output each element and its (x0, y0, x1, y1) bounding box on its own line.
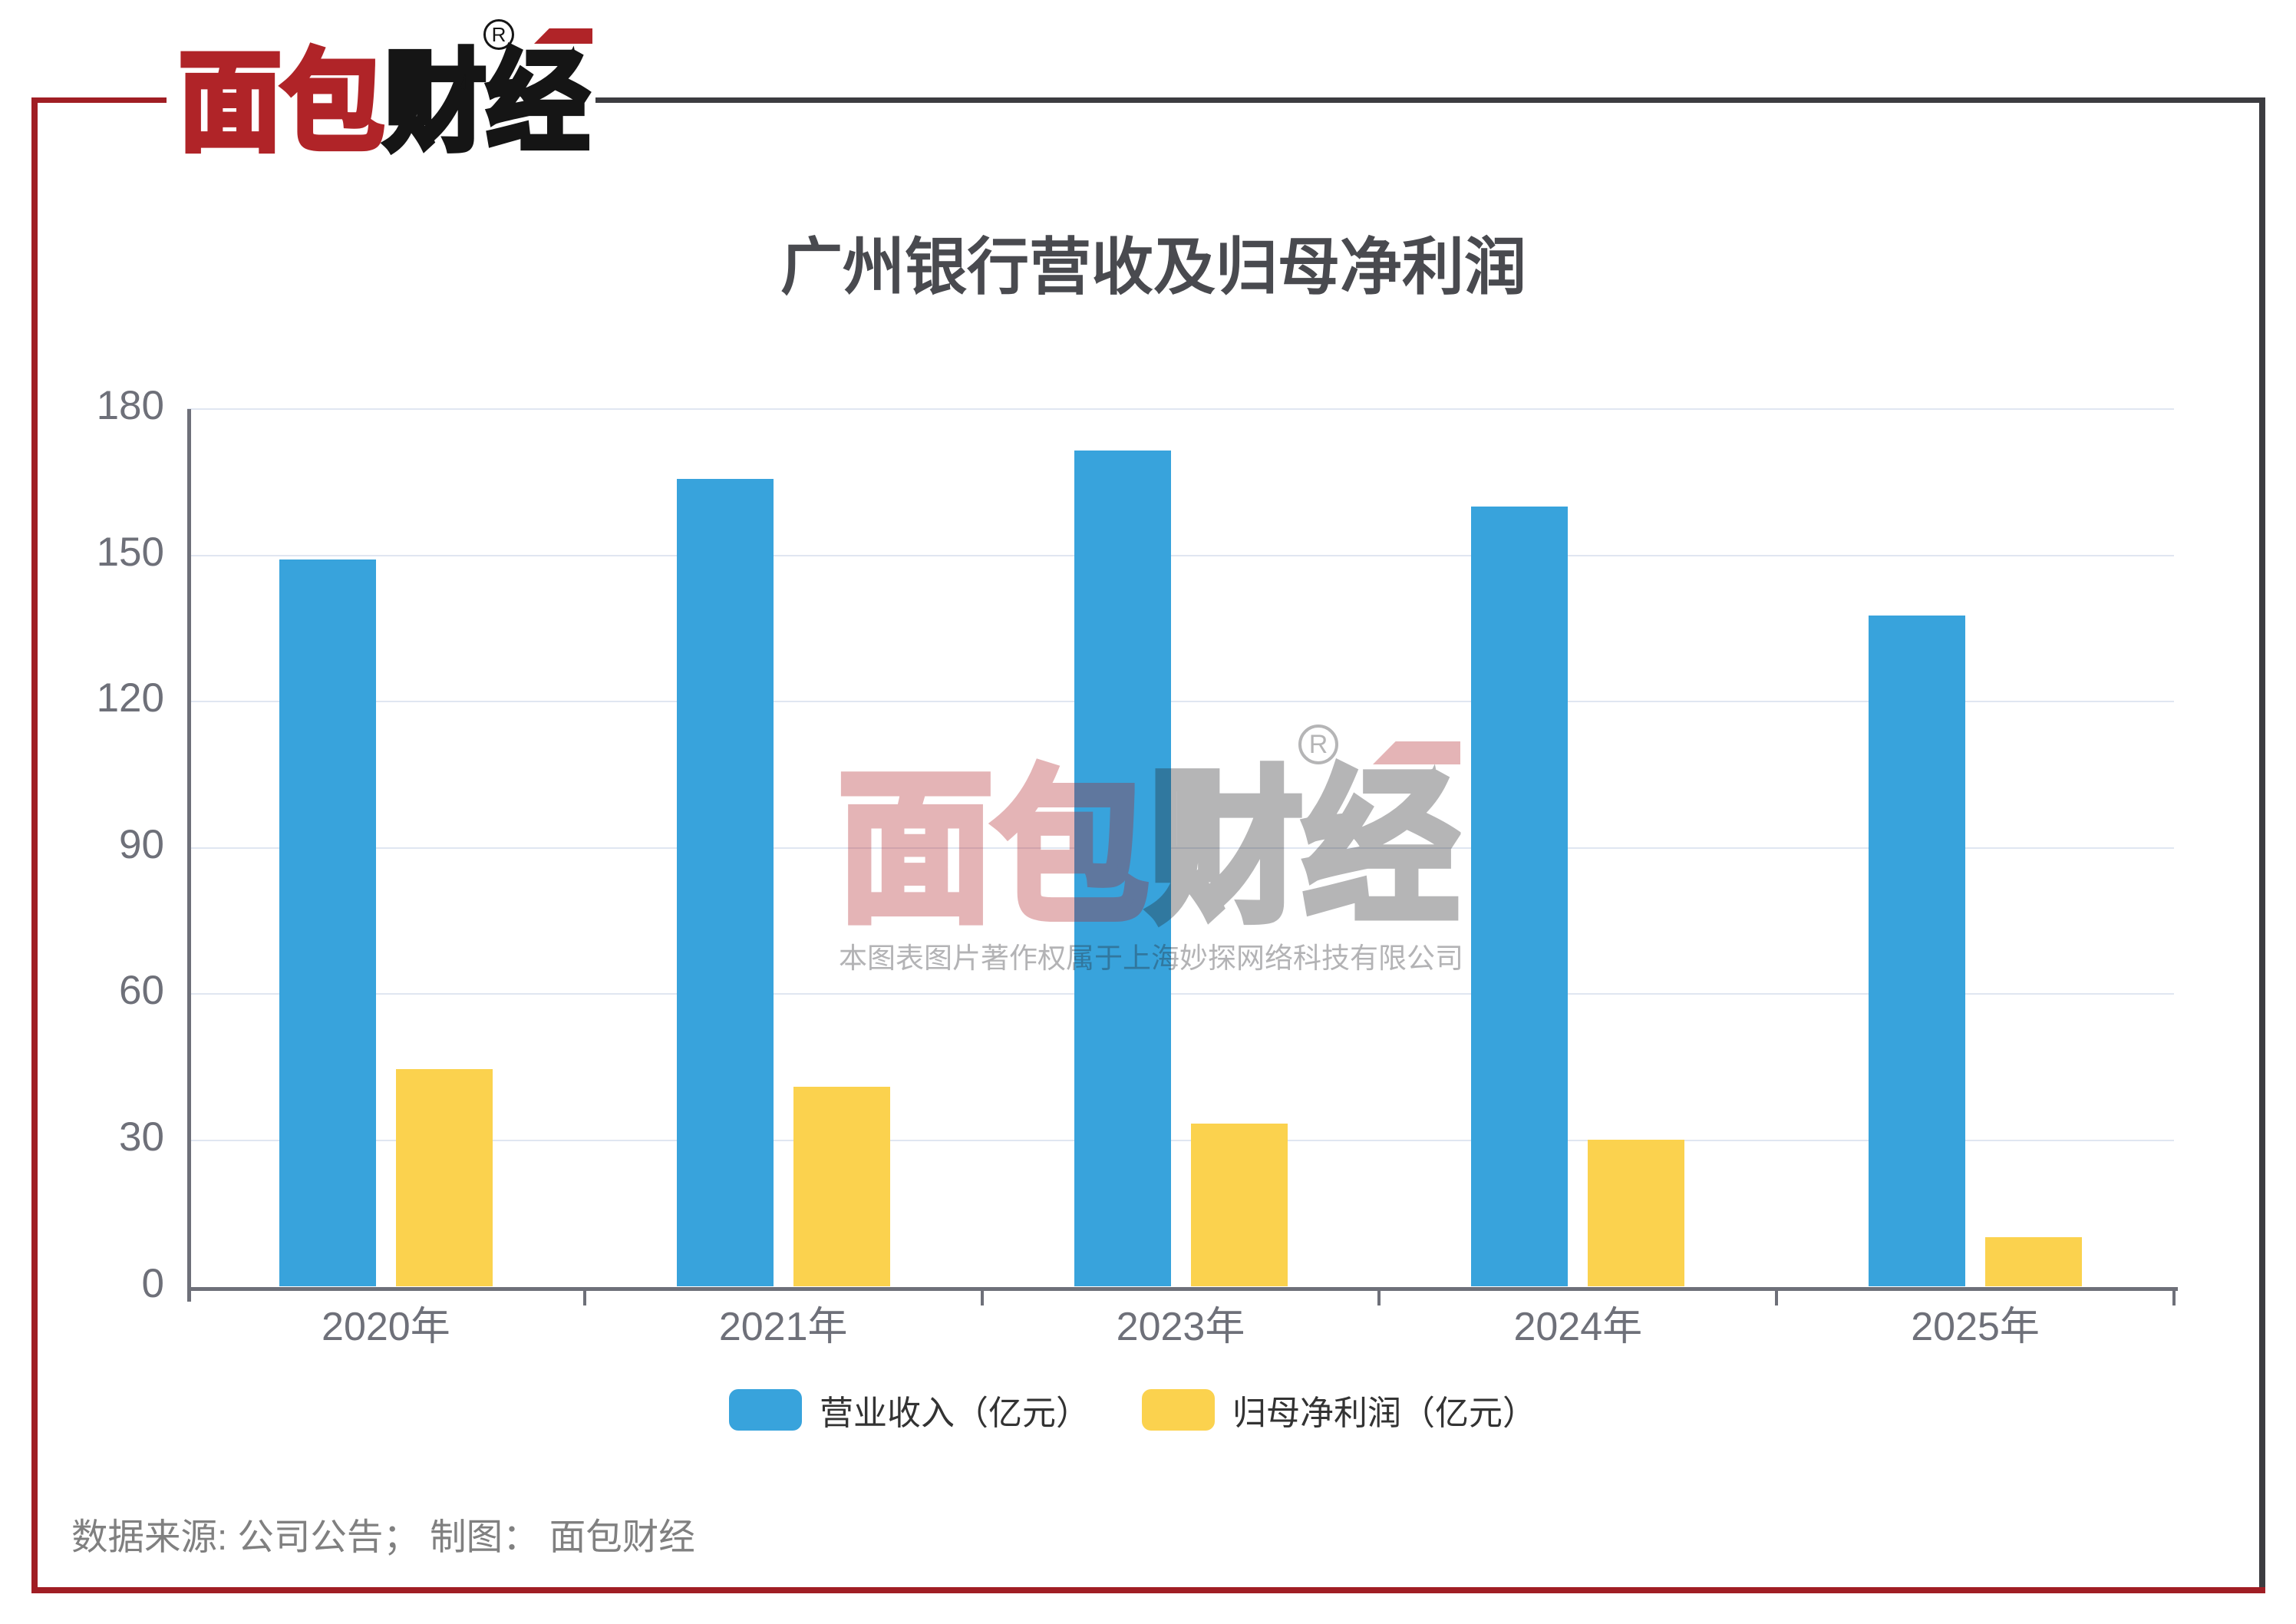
x-axis-label-2025年: 2025年 (1911, 1305, 2040, 1350)
source-note: 数据来源: 公司公告； 制图： 面包财经 (71, 1517, 695, 1558)
x-axis-tick-3 (1377, 1286, 1381, 1305)
gridline-60 (187, 993, 2174, 995)
x-axis-label-2023年: 2023年 (1116, 1305, 1245, 1350)
brand-logo-red-wedge-icon (534, 28, 592, 44)
frame-top-left-red-segment (33, 97, 167, 103)
y-axis-label-0: 0 (141, 1260, 164, 1306)
brand-logo-black-part: 财经 (381, 42, 592, 164)
x-axis-tick-1 (582, 1286, 586, 1305)
x-axis-label-2021年: 2021年 (718, 1305, 848, 1350)
watermark-logo-red-part: 面包 (834, 756, 1152, 941)
watermark-registered-trademark-letter: R (1308, 729, 1328, 759)
watermark-logo-text: 面包财经 (834, 762, 1462, 935)
legend-swatch-revenue (729, 1389, 802, 1431)
frame-top-right-dark-segment (595, 97, 2265, 103)
legend-item-revenue[interactable]: 营业收入（亿元） (729, 1385, 1090, 1434)
chart-title: 广州银行营收及归母净利润 (780, 233, 1526, 302)
bar-profit-2021年[interactable] (793, 1086, 890, 1287)
registered-trademark-icon: R (483, 19, 514, 50)
x-axis-label-2020年: 2020年 (322, 1305, 450, 1350)
bar-profit-2025年[interactable] (1985, 1237, 2083, 1287)
y-axis-label-30: 30 (119, 1114, 164, 1160)
bar-profit-2024年[interactable] (1588, 1139, 1685, 1287)
registered-trademark-letter: R (491, 22, 506, 46)
bar-profit-2020年[interactable] (395, 1069, 493, 1287)
bar-revenue-2023年[interactable] (1074, 450, 1171, 1287)
gridline-30 (187, 1139, 2174, 1141)
brand-logo-red-part: 面包 (176, 42, 387, 164)
legend-label-profit: 归母净利润（亿元） (1232, 1395, 1536, 1432)
bar-revenue-2025年[interactable] (1869, 616, 1966, 1287)
x-axis-line (187, 1286, 2178, 1291)
y-axis-line (187, 409, 191, 1302)
bar-revenue-2024年[interactable] (1471, 506, 1569, 1287)
y-axis-label-60: 60 (119, 968, 164, 1014)
x-axis-tick-4 (1775, 1286, 1779, 1305)
x-axis-tick-5 (2172, 1286, 2176, 1305)
gridline-150 (187, 554, 2174, 556)
bar-revenue-2021年[interactable] (676, 479, 774, 1287)
watermark-logo-gray-part: 财经 (1144, 756, 1462, 941)
x-axis-label-2024年: 2024年 (1513, 1305, 1643, 1350)
watermark-red-wedge-icon (1373, 741, 1460, 764)
legend-swatch-profit (1142, 1389, 1215, 1431)
y-axis-label-180: 180 (96, 383, 164, 429)
x-axis-tick-2 (980, 1286, 984, 1305)
frame-right-dark-border (2259, 97, 2265, 1593)
y-axis-label-150: 150 (96, 529, 164, 575)
y-axis-label-90: 90 (119, 821, 164, 867)
gridline-90 (187, 847, 2174, 849)
watermark-copyright-text: 本图表图片著作权属于上海妙探网络科技有限公司 (839, 942, 1463, 974)
bar-profit-2023年[interactable] (1190, 1124, 1288, 1287)
legend-item-profit[interactable]: 归母净利润（亿元） (1142, 1385, 1536, 1434)
bar-revenue-2020年[interactable] (279, 559, 376, 1287)
y-axis-label-120: 120 (96, 675, 164, 721)
watermark-registered-trademark-icon: R (1298, 725, 1338, 764)
legend-label-revenue: 营业收入（亿元） (820, 1395, 1090, 1432)
gridline-120 (187, 701, 2174, 703)
chart-legend: 营业收入（亿元） 归母净利润（亿元） (0, 1389, 2281, 1432)
frame-left-red-border (31, 97, 38, 1593)
brand-logo-text: 面包财经 (176, 46, 592, 161)
frame-bottom-red-border (31, 1587, 2265, 1593)
gridline-180 (187, 408, 2174, 410)
